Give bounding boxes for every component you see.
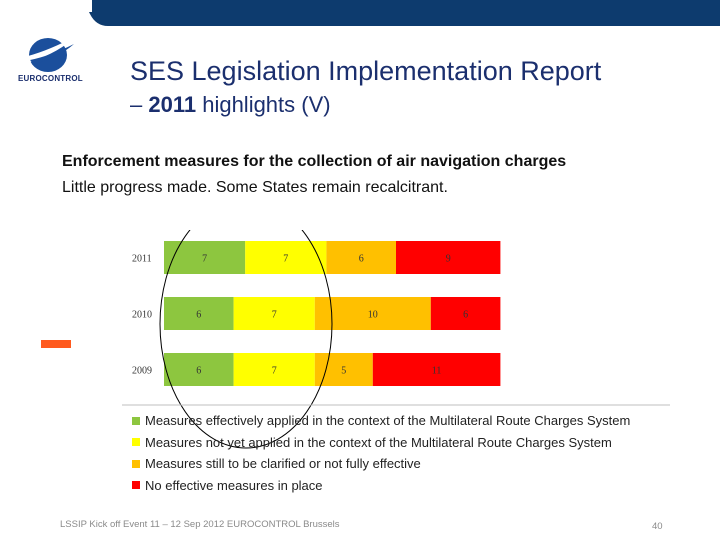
data-label: 5 [341,366,346,377]
bar-segment [326,241,396,274]
legend-item: Measures not yet applied in the context … [132,432,692,454]
bar-segment [164,353,234,386]
legend-swatch [132,416,140,425]
data-label: 6 [196,310,201,321]
eurocontrol-logo-icon [28,36,76,72]
bar-segment [164,241,246,274]
legend-swatch [132,459,140,468]
legend-item: Measures effectively applied in the cont… [132,410,692,432]
highlight-circle [159,230,333,449]
page-title: SES Legislation Implementation Report [130,56,602,86]
header-bar [0,0,720,26]
chart-legend: Measures effectively applied in the cont… [132,410,692,496]
legend-item: Measures still to be clarified or not fu… [132,453,692,475]
footer-text: LSSIP Kick off Event 11 – 12 Sep 2012 EU… [60,519,340,530]
body-heading: Enforcement measures for the collection … [62,153,567,170]
bar-segment [314,353,373,386]
body-text: Little progress made. Some States remain… [62,179,448,196]
bar-segment [430,297,501,330]
data-label: 7 [202,254,207,265]
page-subtitle: – 2011 highlights (V) [130,92,331,117]
data-label: 7 [272,310,277,321]
bar-segment [314,297,431,330]
data-label: 10 [368,310,378,321]
bar-segment [164,297,234,330]
legend-item: No effective measures in place [132,475,692,497]
data-label: 7 [272,366,277,377]
legend-swatch [132,438,140,447]
data-label: 7 [283,254,288,265]
bar-segment [233,297,315,330]
data-label: 6 [463,310,468,321]
logo-text: EUROCONTROL [18,74,83,83]
data-label: 9 [446,254,451,265]
category-label: 2011 [132,254,152,265]
bar-segment [372,353,501,386]
stacked-bar-chart: 2011 7 7 6 9 2010 6 7 10 6 2009 6 7 5 11 [122,230,670,449]
bar-segment [396,241,501,274]
category-label: 2010 [132,310,152,321]
red-marker [41,340,71,348]
data-label: 6 [196,366,201,377]
data-label: 6 [359,254,364,265]
category-label: 2009 [132,366,152,377]
bar-segment [233,353,315,386]
page-number: 40 [652,521,663,532]
data-label: 11 [432,366,442,377]
legend-swatch [132,481,140,490]
